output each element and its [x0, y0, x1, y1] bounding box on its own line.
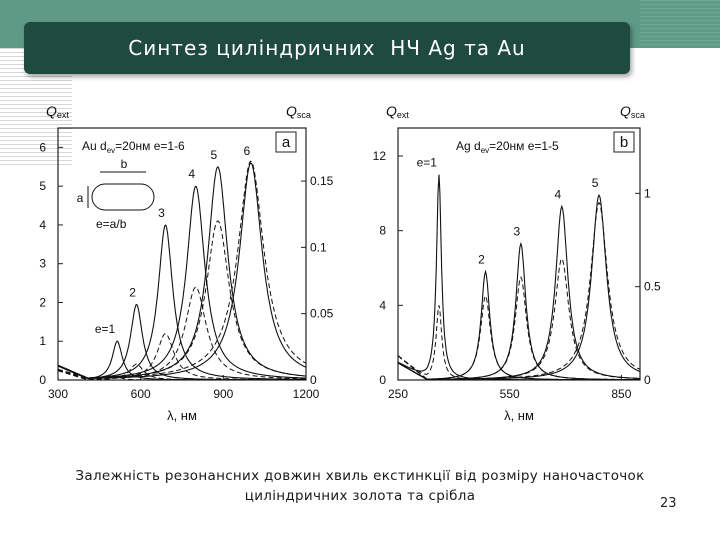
inset-formula: e=a/b [96, 217, 127, 231]
title-bar: Синтез циліндричних НЧ Ag та Au [24, 22, 630, 74]
legend-text: Au dev=20нм e=1-6 [82, 139, 185, 155]
panel-label-box [613, 131, 635, 153]
peak-label-2: 2 [129, 285, 136, 299]
y-left-tick-label: 2 [39, 295, 46, 309]
x-axis-label: λ, нм [504, 408, 534, 423]
x-tick-label: 250 [388, 387, 408, 401]
y-left-tick-label: 4 [39, 218, 46, 232]
slide-title: Синтез циліндричних НЧ Ag та Au [128, 36, 526, 60]
y-left-tick-label: 12 [373, 149, 387, 163]
peak-label-5: 5 [210, 148, 217, 162]
y-right-tick-label: 0 [644, 373, 651, 387]
inset-diagram: b a e=a/b [77, 157, 155, 231]
sca-curve-5 [398, 201, 640, 380]
curves [398, 174, 640, 380]
peak-label-2: 2 [478, 253, 485, 267]
chart-panel-b: 250 550 850 0 4 8 12 0 0.5 1 Qext Qsca λ, нм b Ag dev=… [373, 103, 661, 423]
plot-frame [57, 127, 307, 381]
peak-label-6: 6 [244, 144, 251, 158]
ext-curve-1 [398, 174, 640, 380]
inset-label-b: b [121, 157, 128, 171]
sca-curve-3 [58, 333, 306, 380]
figure-caption: Залежність резонансних довжин хвиль екст… [20, 466, 700, 506]
peak-label-4: 4 [188, 167, 195, 181]
y-right-tick-label: 1 [644, 186, 651, 200]
ext-curve-6 [58, 162, 306, 379]
y-right-axis-label: Qsca [286, 103, 311, 120]
cylinder-shape [91, 183, 155, 211]
ext-curve-4 [58, 185, 306, 379]
peak-label-1: e=1 [95, 322, 116, 336]
panel-label-box [275, 131, 297, 153]
y-left-tick-label: 3 [39, 257, 46, 271]
y-right-tick-label: 0.05 [310, 307, 334, 321]
panel-label: a [282, 134, 291, 151]
y-right-tick-label: 0.15 [310, 174, 334, 188]
x-tick-label: 900 [213, 387, 233, 401]
y-right-axis-label: Qsca [620, 103, 645, 120]
header-texture [640, 0, 720, 48]
y-left-tick-label: 0 [379, 373, 386, 387]
sca-curve-6 [58, 160, 306, 379]
x-axis-label: λ, нм [167, 408, 197, 423]
y-right-tick-label: 0.1 [310, 240, 327, 254]
y-left-axis-label: Qext [386, 103, 409, 120]
inset-label-a: a [77, 191, 84, 205]
x-tick-label: 1200 [293, 387, 320, 401]
sca-curve-2 [398, 294, 640, 380]
y-left-tick-label: 6 [39, 140, 46, 154]
page-number: 23 [660, 496, 677, 511]
peak-label-1: e=1 [417, 156, 438, 170]
curves [58, 160, 306, 380]
y-left-tick-label: 1 [39, 334, 46, 348]
y-left-axis-label: Qext [46, 103, 69, 120]
peak-label-5: 5 [592, 176, 599, 190]
x-tick-label: 300 [48, 387, 68, 401]
peak-label-3: 3 [514, 225, 521, 239]
panel-label: b [620, 134, 628, 151]
peak-label-3: 3 [158, 206, 165, 220]
y-right-tick-label: 0 [310, 373, 317, 387]
y-left-tick-label: 0 [39, 373, 46, 387]
y-left-tick-label: 8 [379, 224, 386, 238]
x-tick-label: 600 [131, 387, 151, 401]
x-tick-label: 850 [611, 387, 631, 401]
peak-label-4: 4 [554, 187, 561, 201]
legend-text: Ag dev=20нм e=1-5 [456, 139, 559, 155]
caption-line-1: Залежність резонансних довжин хвиль екст… [75, 468, 645, 484]
caption-line-2: циліндричних золота та срібла [244, 488, 476, 504]
y-right-tick-label: 0.5 [644, 280, 661, 294]
y-left-tick-label: 5 [39, 179, 46, 193]
x-tick-label: 550 [500, 387, 520, 401]
y-left-tick-label: 4 [379, 298, 386, 312]
